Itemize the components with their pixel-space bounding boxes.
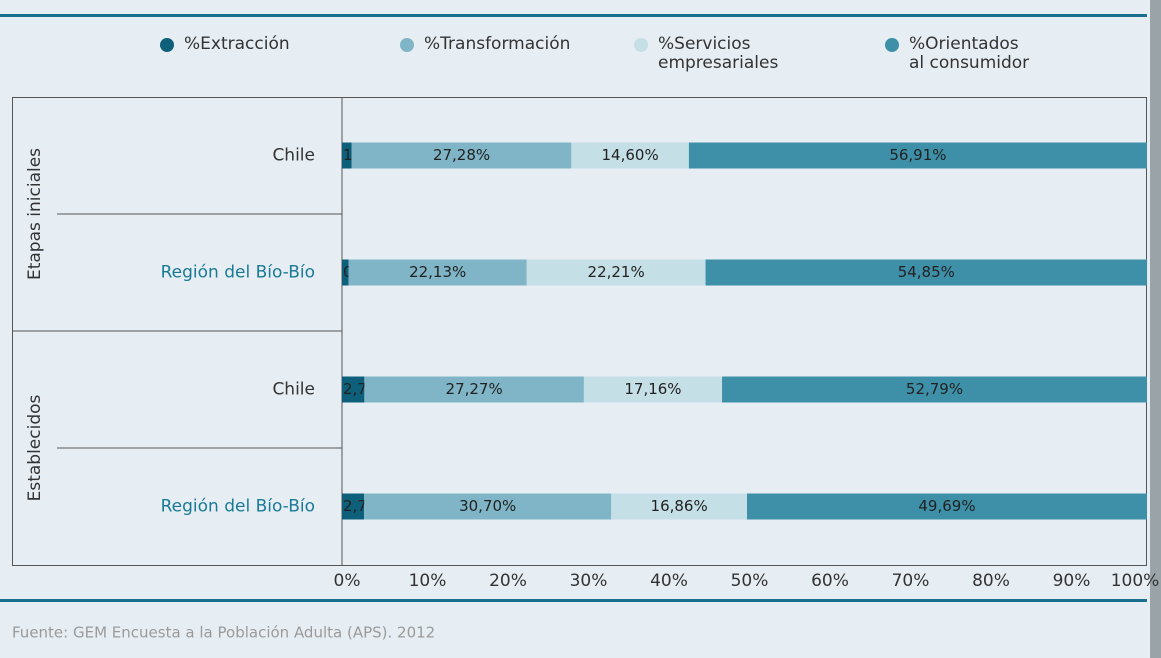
bar-segment — [571, 142, 689, 169]
data-label: 27,27% — [446, 380, 503, 398]
bar-segment — [526, 259, 706, 286]
legend-swatch — [160, 38, 174, 52]
y-tick-label: Región del Bío-Bío — [161, 263, 315, 283]
data-label: 56,91% — [889, 146, 946, 164]
bar-segment — [342, 493, 365, 520]
top-rule — [0, 14, 1147, 17]
data-label: 14,60% — [602, 146, 659, 164]
bar-segment — [342, 259, 349, 286]
x-tick-label: 20% — [489, 571, 527, 591]
side-strip — [1150, 0, 1161, 658]
data-label: 16,86% — [651, 497, 708, 515]
data-label: 54,85% — [898, 263, 955, 281]
y-tick-label: Región del Bío-Bío — [161, 497, 315, 517]
data-label: 22,21% — [588, 263, 645, 281]
x-tick-label: 40% — [650, 571, 688, 591]
bottom-rule — [0, 599, 1147, 602]
legend-swatch — [400, 38, 414, 52]
bar-segment — [348, 259, 527, 286]
bar-segment — [722, 376, 1147, 403]
bar-segment — [746, 493, 1147, 520]
x-tick-label: 100% — [1111, 571, 1160, 591]
bar-segment — [705, 259, 1148, 286]
y-tick-label: Chile — [272, 380, 315, 400]
source: Fuente: GEM Encuesta a la Población Adul… — [12, 624, 435, 642]
legend-label: %Transformación — [424, 34, 571, 54]
x-tick-label: 90% — [1053, 571, 1091, 591]
legend-label: %Servicios empresariales — [658, 34, 779, 73]
x-tick-label: 80% — [972, 571, 1010, 591]
x-tick-label: 30% — [570, 571, 608, 591]
bar-segment — [342, 142, 352, 169]
legend-label: %Extracción — [184, 34, 290, 54]
legend-item: %Orientados al consumidor — [885, 35, 1039, 73]
data-label: 22,13% — [409, 263, 466, 281]
group-label: Etapas iniciales — [25, 148, 45, 280]
x-tick-label: 50% — [731, 571, 769, 591]
bar-segment — [688, 142, 1147, 169]
legend-item: %Servicios empresariales — [634, 35, 798, 73]
x-tick-label: 70% — [892, 571, 930, 591]
y-tick-label: Chile — [272, 146, 315, 166]
legend-item: %Transformación — [400, 35, 570, 54]
legend-label: %Orientados al consumidor — [909, 34, 1030, 73]
bar-segment — [583, 376, 723, 403]
data-label: 49,69% — [918, 497, 975, 515]
x-tick-label: 0% — [334, 571, 361, 591]
legend-swatch — [634, 38, 648, 52]
data-label: 30,70% — [459, 497, 516, 515]
bar-segment — [364, 376, 584, 403]
legend-swatch — [885, 38, 899, 52]
bar-segment — [364, 493, 612, 520]
legend-item: %Extracción — [160, 35, 290, 54]
data-label: 52,79% — [906, 380, 963, 398]
x-tick-label: 10% — [409, 571, 447, 591]
bar-segment — [611, 493, 747, 520]
group-label: Establecidos — [25, 394, 45, 501]
bar-segment — [351, 142, 572, 169]
bar-segment — [342, 376, 365, 403]
data-label: 27,28% — [433, 146, 490, 164]
data-label: 17,16% — [624, 380, 681, 398]
x-tick-label: 60% — [811, 571, 849, 591]
